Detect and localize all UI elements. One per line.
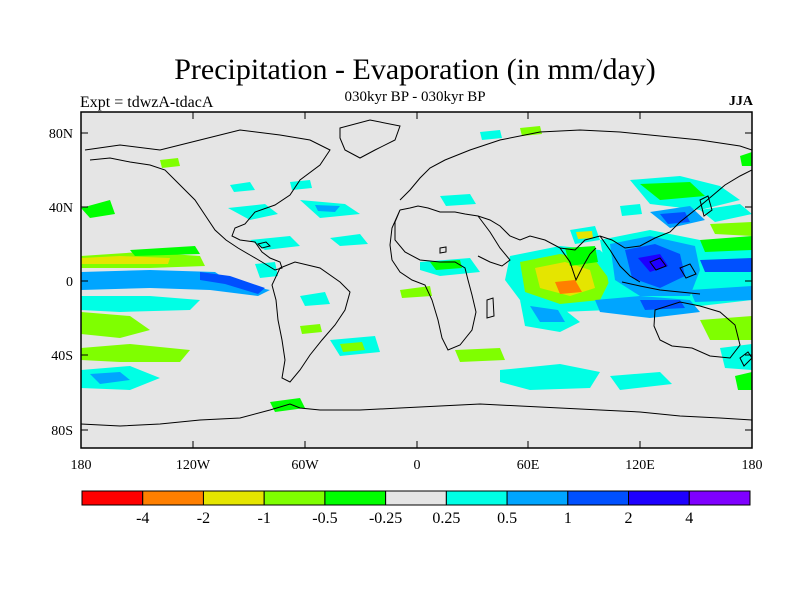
field-patch: [710, 222, 752, 236]
colorbar-swatch: [142, 490, 204, 506]
colorbar-swatch: [202, 490, 265, 506]
field-patch: [130, 246, 200, 256]
lat-tick-label: 80S: [51, 424, 73, 439]
field-patch: [330, 234, 368, 246]
colorbar-swatch: [445, 490, 508, 506]
field-patch: [660, 212, 690, 224]
colorbar-label: 0.25: [432, 510, 460, 527]
field-patch: [255, 262, 278, 278]
lat-tick-label: 0: [66, 275, 73, 290]
field-patch: [200, 272, 265, 294]
plot-title: Precipitation - Evaporation (in mm/day): [174, 53, 656, 86]
field-patch: [535, 262, 595, 296]
lon-tick-label: 180: [71, 458, 92, 473]
lat-tick-label: 80N: [49, 127, 73, 142]
colorbar-swatch: [81, 490, 144, 506]
precip-evap-field: [81, 126, 752, 412]
field-patch: [700, 236, 752, 252]
colorbar-swatch: [263, 490, 326, 506]
colorbar-swatch: [688, 490, 751, 506]
lon-tick-label: 120W: [176, 458, 211, 473]
field-patch: [500, 364, 600, 390]
field-patch: [340, 342, 365, 352]
colorbar-label: -0.25: [369, 510, 402, 527]
field-patch: [81, 200, 115, 218]
field-patch: [720, 344, 752, 370]
colorbar-swatch: [506, 490, 569, 506]
field-patch: [250, 236, 300, 250]
lon-tick-label: 120E: [625, 458, 655, 473]
field-patch: [90, 372, 130, 384]
colorbar-label: -4: [136, 510, 149, 527]
field-patch: [740, 152, 752, 166]
colorbar-label: 4: [685, 510, 693, 527]
field-patch: [690, 286, 752, 302]
colorbar: -4 -2 -1 -0.5 -0.25 0.25 0.5 1 2 4: [81, 490, 751, 527]
colorbar-swatch: [628, 490, 690, 506]
field-patch: [565, 246, 598, 266]
field-patch: [555, 280, 582, 294]
lon-tick-label: 60E: [517, 458, 540, 473]
field-patch: [480, 130, 502, 140]
colorbar-label: -2: [197, 510, 210, 527]
lat-tick-label: 40N: [49, 201, 73, 216]
field-patch: [640, 300, 685, 310]
latitude-axis: 80N 40N 0 40S 80S: [49, 127, 752, 439]
field-patch: [700, 204, 752, 222]
field-patch: [440, 194, 476, 206]
season-label: JJA: [728, 94, 753, 109]
field-patch: [81, 256, 170, 264]
field-patch: [640, 182, 705, 200]
field-patch: [81, 344, 190, 362]
field-patch: [315, 205, 340, 212]
field-patch: [530, 306, 565, 322]
field-patch: [400, 286, 432, 298]
lon-tick-label: 0: [414, 458, 421, 473]
field-patch: [300, 324, 322, 334]
field-patch: [81, 296, 200, 312]
field-patch: [576, 231, 593, 239]
longitude-axis: 180 120W 60W 0 60E 120E 180: [71, 112, 763, 473]
coastlines: [81, 119, 752, 427]
colorbar-swatch: [324, 490, 387, 506]
colorbar-swatch: [567, 490, 630, 506]
field-patch: [230, 182, 255, 192]
colorbar-label: 0.5: [497, 510, 517, 527]
colorbar-label: 1: [564, 510, 572, 527]
field-patch: [700, 316, 752, 340]
lat-tick-label: 40S: [51, 349, 73, 364]
colorbar-label: -1: [258, 510, 271, 527]
field-patch: [520, 126, 542, 136]
field-patch: [735, 372, 752, 390]
field-patch: [620, 204, 642, 216]
field-patch: [81, 270, 270, 296]
field-patch: [455, 348, 505, 362]
field-patch: [610, 372, 672, 390]
experiment-label: Expt = tdwzA-tdacA: [80, 94, 214, 111]
field-patch: [81, 312, 150, 338]
colorbar-label: 2: [625, 510, 633, 527]
colorbar-label: -0.5: [312, 510, 337, 527]
field-patch: [700, 258, 752, 272]
field-patch: [300, 292, 330, 306]
lon-tick-label: 180: [742, 458, 763, 473]
plot-subtitle: 030kyr BP - 030kyr BP: [344, 89, 486, 105]
lon-tick-label: 60W: [291, 458, 319, 473]
field-patch: [160, 158, 180, 168]
colorbar-swatch: [385, 490, 447, 506]
